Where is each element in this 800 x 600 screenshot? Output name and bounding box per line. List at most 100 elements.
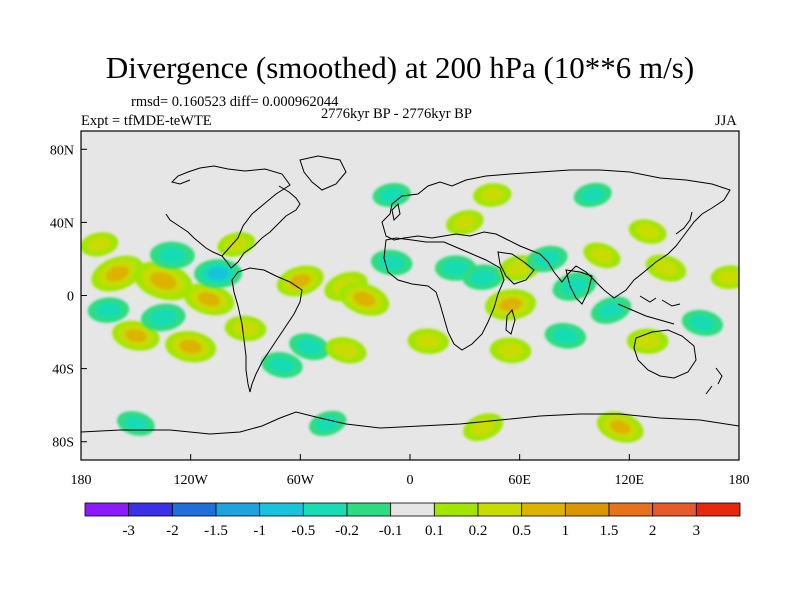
field-blob xyxy=(133,261,193,301)
field-blob xyxy=(445,210,484,235)
field-blob xyxy=(289,333,330,361)
colorbar-swatch xyxy=(215,502,261,517)
field-blob xyxy=(645,254,687,282)
contour-level xyxy=(609,420,631,435)
field-blob xyxy=(626,328,669,354)
contour-level xyxy=(598,301,624,319)
coast-arabia xyxy=(497,251,535,285)
contour-level xyxy=(653,259,679,277)
contour-level xyxy=(635,223,660,240)
colorbar-swatch xyxy=(521,502,566,517)
coast-africa xyxy=(383,237,505,351)
contour-level xyxy=(581,187,605,203)
coast-alaska xyxy=(171,165,229,185)
field-blob xyxy=(339,282,390,316)
contour-level xyxy=(442,260,469,276)
coast-india xyxy=(565,269,593,305)
colorbar-label: 0.1 xyxy=(425,523,444,539)
field-blob xyxy=(463,413,504,441)
coast-greenland xyxy=(299,155,347,191)
field-blob xyxy=(87,297,130,323)
field-blob xyxy=(407,328,450,354)
contour-level xyxy=(149,308,177,326)
contour-level xyxy=(353,291,376,307)
contour-level xyxy=(561,277,588,296)
field-blob xyxy=(91,255,144,292)
colorbar-swatch xyxy=(477,502,523,517)
contour-level xyxy=(269,356,295,373)
coast-antarctica xyxy=(81,411,739,435)
coast-britain xyxy=(391,202,401,222)
contour-level xyxy=(224,236,248,252)
field-blob xyxy=(681,309,724,336)
field-blob xyxy=(485,289,537,321)
contour-level xyxy=(158,246,187,264)
colorbar-swatch xyxy=(171,502,217,517)
axes: 180 120W 60W 0 60E 120E 180 80N 40N 0 40S 80S xyxy=(50,143,750,488)
colorbar-label: 2 xyxy=(649,523,657,539)
coast-europe-asia xyxy=(381,169,731,299)
coastlines xyxy=(81,155,739,435)
contour-level xyxy=(105,265,130,282)
field-blob xyxy=(149,241,195,269)
contour-level xyxy=(634,333,661,350)
y-tick-label: 40N xyxy=(50,216,74,231)
field-blob xyxy=(325,337,367,364)
colorbar-swatch xyxy=(84,502,130,517)
y-tick-label: 80N xyxy=(50,143,74,158)
x-tick-label: 180 xyxy=(71,473,92,488)
contour-level xyxy=(379,187,404,203)
y-tick-label: 40S xyxy=(52,363,74,378)
colorbar-swatch xyxy=(564,502,610,517)
x-tick-label: 60W xyxy=(287,473,315,488)
colorbar-swatch xyxy=(302,502,348,517)
contour-level xyxy=(289,274,311,288)
colorbar-swatch xyxy=(433,502,479,517)
field-blob xyxy=(489,337,532,364)
contour-level xyxy=(197,291,221,307)
colorbar-swatch xyxy=(695,502,741,517)
x-tick-label: 60E xyxy=(508,473,531,488)
field-blob xyxy=(224,315,267,342)
coast-central-america xyxy=(165,213,223,257)
contour-level xyxy=(179,339,202,354)
colorbar-label: 0.5 xyxy=(512,523,531,539)
field-blob xyxy=(710,265,739,290)
field-blob xyxy=(596,411,644,443)
contour-level xyxy=(470,418,496,436)
contour-level xyxy=(207,267,229,281)
chart-title: Divergence (smoothed) at 200 hPa (10**6 … xyxy=(105,50,695,85)
contour-level xyxy=(480,187,505,203)
x-tick-label: 120E xyxy=(615,473,645,488)
coast-australia xyxy=(633,329,697,379)
contour-level xyxy=(150,272,177,290)
colorbar: -3 -2 -1.5 -1 -0.5 -0.2 -0.1 0.1 0.2 0.5 1 1.5 2 3 xyxy=(84,502,741,539)
contour-level xyxy=(689,314,716,331)
contour-level xyxy=(316,415,340,432)
field-blob xyxy=(583,242,621,269)
y-tick-label: 0 xyxy=(67,290,74,305)
contour-level xyxy=(470,269,496,286)
colorbar-label: 3 xyxy=(693,523,701,539)
contour-level xyxy=(718,269,739,285)
stats-label: rmsd= 0.160523 diff= 0.000962044 xyxy=(131,94,339,110)
contour-level xyxy=(453,214,477,230)
x-tick-label: 120W xyxy=(174,473,209,488)
colorbar-swatch xyxy=(608,502,654,517)
colorbar-label: 1.5 xyxy=(600,523,619,539)
contour-level xyxy=(333,342,359,359)
field-blob xyxy=(183,282,235,316)
colorbar-swatch xyxy=(652,502,697,517)
field-blob xyxy=(165,331,217,363)
colorbar-swatch xyxy=(346,502,392,517)
field-blob xyxy=(276,265,324,297)
coast-indonesia xyxy=(617,295,681,325)
contour-level xyxy=(497,342,524,359)
contour-level xyxy=(232,320,259,337)
colorbar-label: 1 xyxy=(562,523,570,539)
colorbar-label: -0.2 xyxy=(335,523,359,539)
field-blob xyxy=(372,182,411,207)
field-blob xyxy=(473,183,512,207)
season-label: JJA xyxy=(715,113,737,129)
